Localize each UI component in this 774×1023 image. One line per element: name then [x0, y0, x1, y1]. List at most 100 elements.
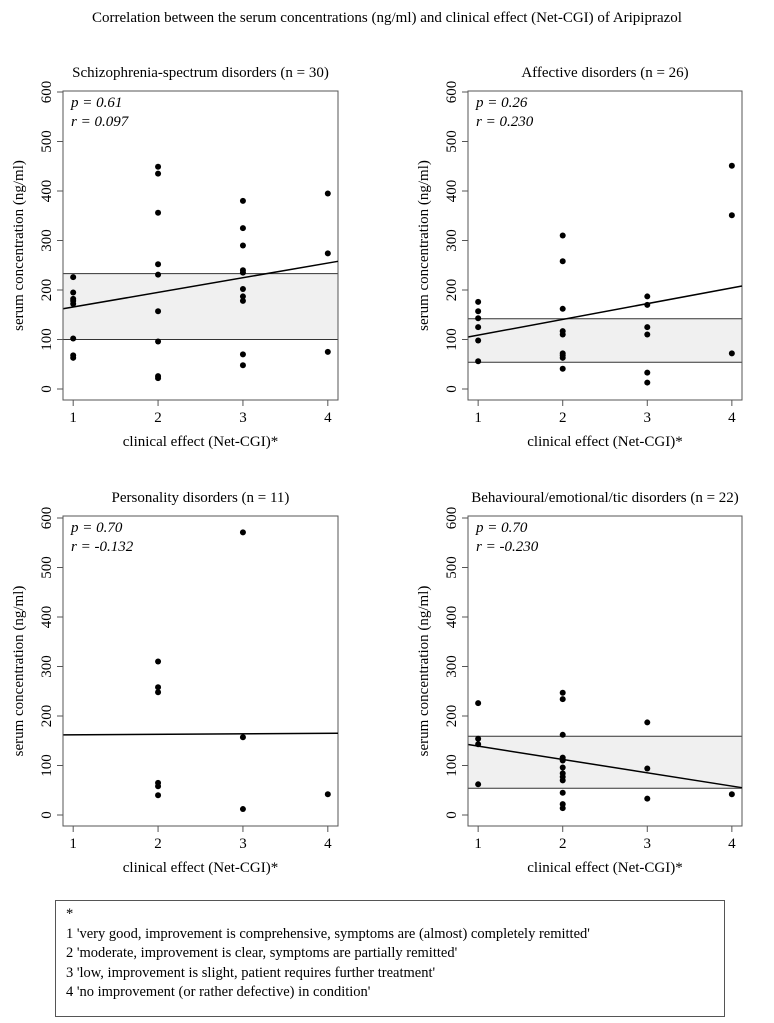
data-point	[644, 795, 651, 802]
chart-panel-1: Schizophrenia-spectrum disorders (n = 30…	[11, 65, 339, 450]
x-tick-label: 4	[324, 410, 332, 426]
data-point	[155, 209, 162, 216]
data-point	[559, 331, 566, 338]
x-tick-label: 3	[239, 836, 247, 852]
data-point	[70, 300, 77, 307]
y-tick-label: 400	[444, 180, 460, 203]
data-point	[155, 163, 162, 170]
data-point	[644, 324, 651, 331]
x-tick-label: 3	[644, 836, 652, 852]
y-tick-label: 200	[444, 705, 460, 728]
x-tick-label: 1	[474, 836, 482, 852]
data-point	[728, 350, 735, 357]
y-tick-label: 600	[444, 507, 460, 530]
data-point	[155, 783, 162, 790]
p-value-label: p = 0.61	[70, 95, 122, 111]
data-point	[155, 689, 162, 696]
data-point	[475, 324, 482, 331]
data-point	[644, 719, 651, 726]
x-tick-label: 1	[474, 410, 482, 426]
x-tick-label: 2	[154, 410, 162, 426]
data-point	[475, 337, 482, 344]
y-tick-label: 400	[39, 606, 55, 629]
y-tick-label: 600	[39, 507, 55, 530]
footnote-line-1: 1 'very good, improvement is comprehensi…	[66, 925, 590, 942]
data-point	[155, 792, 162, 799]
data-point	[559, 764, 566, 771]
data-point	[475, 700, 482, 707]
plot-frame	[62, 90, 339, 401]
data-point	[644, 765, 651, 772]
data-point	[324, 190, 331, 197]
y-axis-title: serum concentration (ng/ml)	[11, 160, 27, 331]
data-point	[559, 789, 566, 796]
y-tick-label: 200	[444, 279, 460, 302]
r-value-label: r = -0.230	[476, 539, 539, 555]
data-point	[475, 358, 482, 365]
panel-title: Personality disorders (n = 11)	[112, 490, 290, 506]
chart-panel-3: Personality disorders (n = 11) 1 2 3 4 clinic…	[11, 490, 339, 876]
data-point	[644, 331, 651, 338]
footnote-marker: *	[66, 906, 74, 922]
data-point	[475, 308, 482, 315]
y-tick-label: 300	[444, 229, 460, 252]
r-value-label: r = -0.132	[71, 539, 134, 555]
y-tick-label: 300	[444, 655, 460, 678]
regression-line	[467, 743, 743, 789]
data-point	[475, 781, 482, 788]
data-point	[728, 162, 735, 169]
x-tick-label: 3	[644, 410, 652, 426]
y-tick-label: 100	[39, 754, 55, 777]
data-point	[475, 735, 482, 742]
y-tick-label: 400	[444, 606, 460, 629]
chart-panel-4: Behavioural/emotional/tic disorders (n =…	[416, 490, 743, 876]
y-tick-label: 0	[39, 385, 55, 393]
data-point	[239, 225, 246, 232]
x-axis-title: clinical effect (Net-CGI)*	[527, 434, 682, 450]
chart-panel-2: Affective disorders (n = 26) 1 2 3 4 clinical…	[416, 65, 743, 450]
data-point	[155, 684, 162, 691]
data-point	[559, 696, 566, 703]
y-tick-label: 300	[39, 655, 55, 678]
x-tick-label: 2	[559, 410, 567, 426]
x-tick-label: 4	[728, 410, 736, 426]
data-point	[475, 741, 482, 748]
data-point	[559, 757, 566, 764]
data-point	[475, 298, 482, 305]
data-point	[239, 242, 246, 249]
footnote-line-2: 2 'moderate, improvement is clear, sympt…	[66, 945, 458, 961]
plot-frame	[62, 515, 339, 827]
y-tick-label: 600	[444, 81, 460, 104]
data-point	[324, 250, 331, 257]
y-axis-title: serum concentration (ng/ml)	[11, 586, 27, 757]
data-point	[475, 315, 482, 322]
data-point	[155, 658, 162, 665]
data-point	[239, 269, 246, 276]
data-point	[70, 354, 77, 361]
y-tick-label: 500	[39, 130, 55, 153]
data-point	[559, 689, 566, 696]
data-point	[239, 197, 246, 204]
p-value-label: p = 0.70	[70, 520, 123, 536]
y-tick-label: 0	[444, 811, 460, 819]
panel-title: Affective disorders (n = 26)	[521, 65, 688, 81]
footnote-box: * 1 'very good, improvement is comprehen…	[55, 900, 725, 1017]
x-tick-label: 4	[324, 836, 332, 852]
y-tick-label: 200	[39, 705, 55, 728]
y-tick-label: 500	[444, 130, 460, 153]
p-value-label: p = 0.70	[475, 520, 528, 536]
reference-range-band	[468, 318, 742, 363]
data-point	[324, 348, 331, 355]
data-point	[155, 170, 162, 177]
data-point	[155, 308, 162, 315]
panel-title: Schizophrenia-spectrum disorders (n = 30…	[72, 65, 329, 81]
x-axis-title: clinical effect (Net-CGI)*	[123, 860, 278, 876]
data-point	[644, 293, 651, 300]
y-tick-label: 100	[39, 328, 55, 351]
r-value-label: r = 0.097	[71, 114, 130, 130]
data-point	[559, 232, 566, 239]
r-value-label: r = 0.230	[476, 114, 534, 130]
data-point	[155, 375, 162, 382]
reference-range-band	[468, 736, 742, 789]
data-point	[239, 734, 246, 741]
